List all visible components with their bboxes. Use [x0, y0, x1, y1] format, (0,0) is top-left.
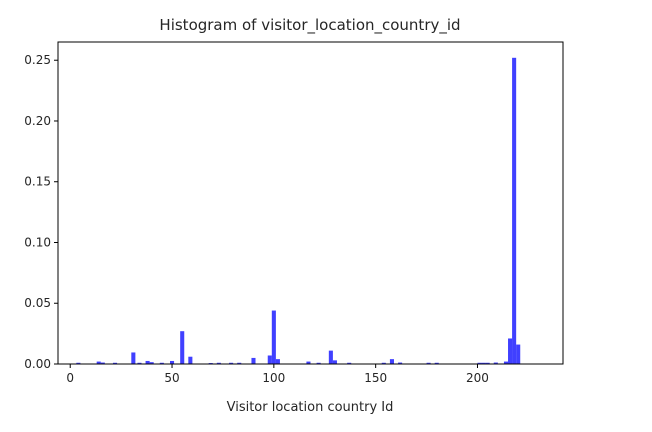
- histogram-bar: [131, 352, 136, 364]
- histogram-bar: [434, 362, 439, 364]
- y-tick-label: 0.15: [24, 175, 51, 189]
- y-axis-ticks: 0.00 0.05 0.10 0.15 0.20 0.25: [24, 53, 58, 371]
- y-tick-label: 0.05: [24, 296, 51, 310]
- histogram-bar: [477, 362, 482, 364]
- y-tick-label: 0.10: [24, 235, 51, 249]
- histogram-bar: [485, 362, 490, 364]
- histogram-bar: [145, 360, 150, 364]
- x-tick-label: 150: [364, 371, 387, 385]
- histogram-bar: [503, 361, 509, 364]
- histogram-bar: [332, 360, 337, 364]
- x-tick-label: 0: [66, 371, 74, 385]
- x-axis-label: Visitor location country Id: [227, 400, 394, 415]
- histogram-bar: [508, 338, 513, 364]
- histogram-bar: [481, 362, 486, 364]
- histogram-bar: [170, 360, 175, 364]
- histogram-bar: [112, 362, 118, 364]
- histogram-bar: [426, 362, 431, 364]
- histogram-bar: [76, 362, 81, 364]
- histogram-bar: [237, 362, 242, 364]
- y-tick-label: 0.20: [24, 114, 51, 128]
- histogram-bar: [159, 362, 164, 364]
- histogram-bar: [251, 357, 256, 364]
- x-tick-label: 100: [262, 371, 285, 385]
- histogram-bar: [188, 356, 193, 364]
- histogram-bar: [316, 362, 321, 364]
- histogram-bar: [100, 362, 105, 364]
- x-axis-ticks: 0 50 100 150 200: [66, 364, 489, 385]
- histogram-bar: [267, 355, 272, 364]
- plot-frame: [57, 41, 564, 365]
- histogram-bar: [149, 362, 154, 364]
- y-tick-label: 0.25: [24, 53, 51, 67]
- chart-title: Histogram of visitor_location_country_id: [159, 16, 460, 35]
- histogram-bar: [381, 362, 386, 364]
- histogram-bar: [137, 362, 142, 364]
- histogram-bar: [306, 361, 311, 364]
- x-tick-label: 200: [466, 371, 489, 385]
- histogram-bar: [347, 362, 352, 364]
- histogram-bar: [493, 362, 498, 364]
- histogram-bar: [216, 362, 221, 364]
- histogram-bar: [275, 359, 280, 364]
- histogram-bar: [328, 350, 333, 364]
- histogram-bar: [180, 331, 185, 364]
- histogram-bar: [516, 344, 521, 364]
- histogram-bar: [512, 57, 517, 365]
- histogram-bar: [389, 359, 394, 364]
- x-tick-label: 50: [164, 371, 179, 385]
- y-tick-label: 0.00: [24, 357, 51, 371]
- histogram-bar: [398, 362, 403, 364]
- histogram-bar: [96, 361, 101, 364]
- histogram-bar: [271, 310, 276, 364]
- histogram-bar: [229, 362, 234, 364]
- bars-group: [76, 57, 521, 365]
